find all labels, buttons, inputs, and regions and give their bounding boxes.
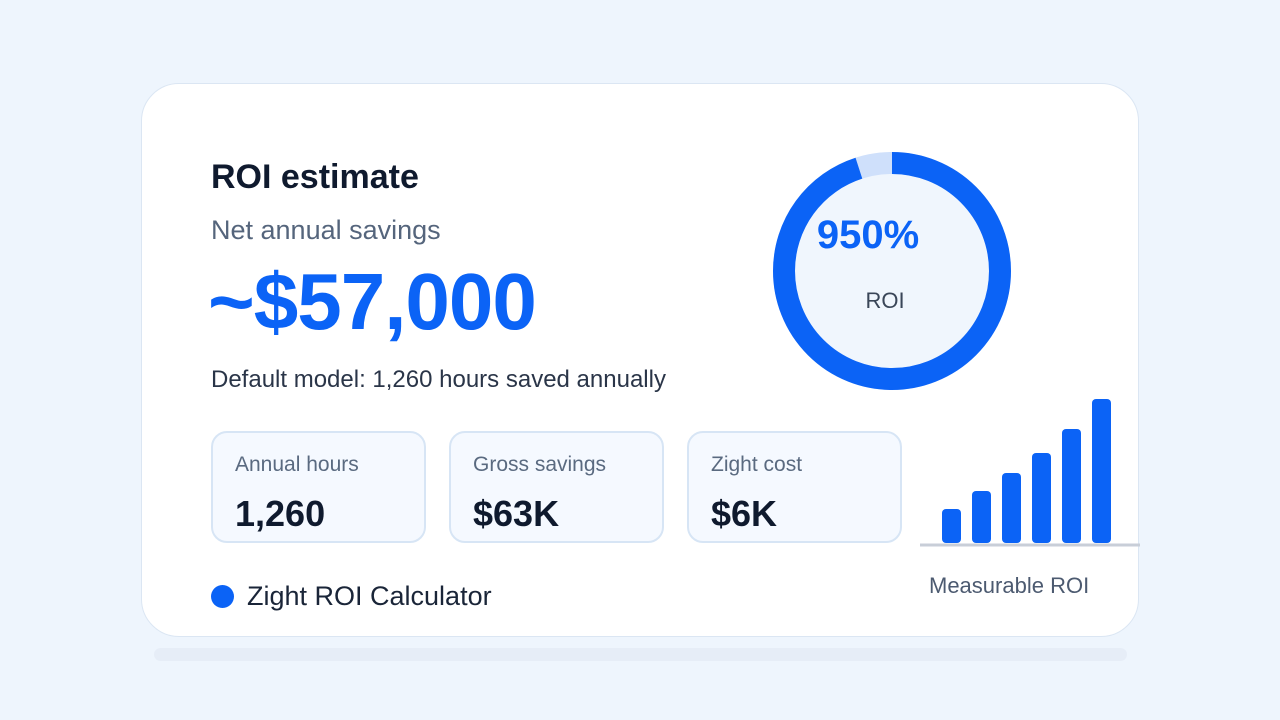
chart-bar-2 bbox=[972, 491, 991, 543]
card-shadow bbox=[154, 648, 1127, 661]
card-subtitle: Net annual savings bbox=[211, 215, 441, 245]
stat-label: Annual hours bbox=[235, 453, 359, 476]
roi-donut: 950% ROI bbox=[773, 152, 1011, 390]
chart-bar-4 bbox=[1032, 453, 1051, 543]
stat-label: Zight cost bbox=[711, 453, 803, 476]
chart-bar-1 bbox=[942, 509, 961, 543]
chart-bar-3 bbox=[1002, 473, 1021, 543]
stat-zight-cost: Zight cost $6K bbox=[687, 431, 902, 543]
stat-value: $63K bbox=[473, 493, 560, 534]
stat-annual-hours: Annual hours 1,260 bbox=[211, 431, 426, 543]
brand-label: Zight ROI Calculator bbox=[247, 581, 492, 611]
chart-bar-6 bbox=[1092, 399, 1111, 543]
donut-progress-arc bbox=[773, 152, 1011, 390]
model-note: Default model: 1,260 hours saved annuall… bbox=[211, 366, 666, 393]
donut-center bbox=[784, 163, 1000, 379]
net-savings-value: ~$57,000 bbox=[208, 257, 537, 346]
stat-label: Gross savings bbox=[473, 453, 607, 476]
stat-value: $6K bbox=[711, 493, 778, 534]
roi-card: ROI estimate Net annual savings ~$57,000… bbox=[141, 83, 1140, 637]
brand: Zight ROI Calculator bbox=[211, 581, 492, 612]
chart-bar-5 bbox=[1062, 429, 1081, 543]
chart-caption: Measurable ROI bbox=[929, 573, 1090, 598]
roi-bar-chart bbox=[920, 399, 1140, 547]
stat-gross-savings: Gross savings $63K bbox=[449, 431, 664, 543]
brand-dot-icon bbox=[211, 585, 234, 608]
donut-value: 950% bbox=[817, 213, 919, 257]
card-title: ROI estimate bbox=[211, 158, 419, 196]
donut-label: ROI bbox=[865, 288, 904, 313]
stat-value: 1,260 bbox=[235, 493, 326, 534]
